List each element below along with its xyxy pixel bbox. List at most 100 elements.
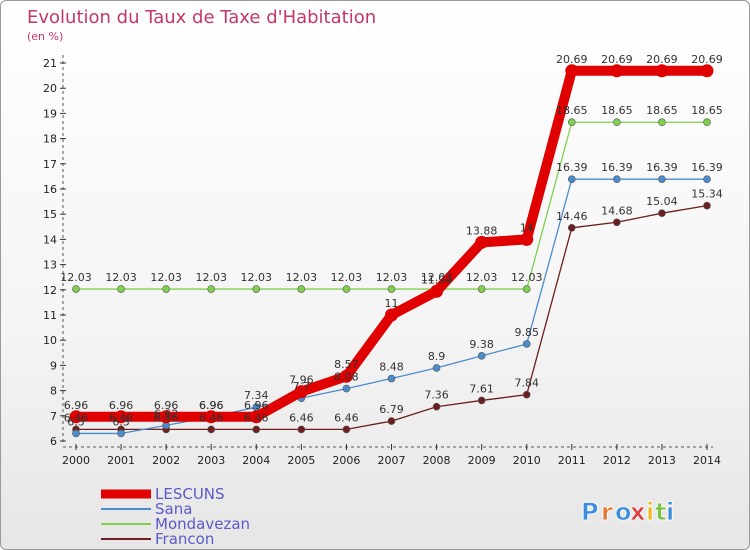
logo-letter: i xyxy=(666,498,674,526)
data-point xyxy=(432,402,441,411)
data-labels: 6.46 6.46 6.46 6.46 6.46 6.46 6.46 6.79 7.36 7.61… xyxy=(60,53,723,429)
data-label: 8.57 xyxy=(334,358,359,371)
data-point xyxy=(297,425,306,434)
data-label: 18.65 xyxy=(556,104,588,117)
data-point xyxy=(342,285,351,293)
data-label: 8.9 xyxy=(428,350,446,363)
data-point xyxy=(162,285,170,293)
data-point xyxy=(249,410,263,424)
data-label: 6.46 xyxy=(334,411,359,424)
data-label: 18.65 xyxy=(691,104,723,117)
data-label: 6.46 xyxy=(64,411,89,424)
data-point xyxy=(387,285,396,293)
x-tick-label: 2013 xyxy=(648,454,676,467)
data-label: 12.03 xyxy=(150,271,182,284)
data-point xyxy=(72,429,80,438)
data-point xyxy=(297,285,306,293)
data-label: 11.94 xyxy=(421,273,453,286)
data-label: 6.96 xyxy=(199,399,224,412)
series-mondavezan xyxy=(72,118,711,293)
data-point xyxy=(610,64,624,78)
x-tick-label: 2007 xyxy=(378,454,406,467)
data-point xyxy=(477,352,486,360)
data-point xyxy=(703,175,711,183)
x-tick-label: 2000 xyxy=(62,454,90,467)
data-label: 6.96 xyxy=(64,399,89,412)
data-label: 7.96 xyxy=(289,374,314,387)
data-point xyxy=(385,308,398,322)
data-point xyxy=(522,285,531,293)
data-point xyxy=(432,364,441,372)
data-label: 12.03 xyxy=(466,271,498,284)
y-tick-label: 12 xyxy=(43,284,57,297)
data-label: 14 xyxy=(520,221,534,234)
data-point xyxy=(207,425,216,434)
series-lescuns xyxy=(69,64,714,424)
x-tick-label: 2001 xyxy=(107,454,135,467)
data-label: 6.3 xyxy=(112,415,130,428)
data-label: 12.03 xyxy=(195,271,227,284)
data-label: 20.69 xyxy=(646,53,678,66)
data-label: 16.39 xyxy=(556,161,588,174)
y-tick-label: 10 xyxy=(43,334,57,347)
x-tick-label: 2008 xyxy=(423,454,451,467)
data-label: 6.96 xyxy=(109,399,134,412)
data-label: 12.03 xyxy=(105,271,137,284)
data-point xyxy=(342,384,351,393)
data-point xyxy=(520,232,534,246)
data-label: 6.62 xyxy=(154,407,179,420)
data-point xyxy=(207,285,216,293)
data-label: 6.46 xyxy=(244,411,269,424)
data-point xyxy=(387,374,396,383)
logo-letter: x xyxy=(630,498,646,526)
data-point xyxy=(567,175,576,183)
data-label: 7.34 xyxy=(244,389,269,402)
y-tick-label: 15 xyxy=(43,208,57,221)
data-label: 16.39 xyxy=(646,161,678,174)
data-point xyxy=(430,284,444,298)
data-point xyxy=(117,285,125,293)
data-point xyxy=(252,285,261,293)
data-label: 12.03 xyxy=(376,271,408,284)
legend-label: Mondavezan xyxy=(155,515,250,533)
data-label: 20.69 xyxy=(556,53,588,66)
data-point xyxy=(339,369,353,383)
data-label: 12.03 xyxy=(60,271,92,284)
unit-label: (en %) xyxy=(27,30,64,43)
data-point xyxy=(72,285,80,293)
data-point xyxy=(114,410,128,424)
logo-letter: i xyxy=(646,498,654,526)
data-point xyxy=(658,209,666,217)
x-tick-label: 2005 xyxy=(287,454,315,467)
data-label: 7.7 xyxy=(293,380,311,393)
data-point xyxy=(565,64,579,78)
data-label: 13.88 xyxy=(466,224,498,237)
x-tick-label: 2002 xyxy=(152,454,180,467)
data-label: 12.03 xyxy=(421,271,453,284)
data-label: 6.46 xyxy=(199,411,224,424)
data-label: 6.96 xyxy=(199,399,224,412)
data-label: 7.61 xyxy=(469,382,494,395)
data-label: 12.03 xyxy=(511,271,543,284)
data-label: 9.38 xyxy=(469,338,494,351)
data-point xyxy=(613,175,621,183)
legend-label: Francon xyxy=(155,530,214,548)
data-label: 11 xyxy=(385,297,399,310)
data-label: 6.3 xyxy=(67,415,85,428)
data-point xyxy=(658,175,666,183)
x-tick-label: 2014 xyxy=(693,454,721,467)
data-label: 12.03 xyxy=(241,271,273,284)
y-tick-label: 20 xyxy=(43,82,57,95)
x-tick-label: 2010 xyxy=(513,454,541,467)
data-label: 18.65 xyxy=(601,104,633,117)
data-label: 6.46 xyxy=(154,411,179,424)
data-label: 8.48 xyxy=(379,361,404,374)
logo-letter: P xyxy=(581,498,599,526)
data-label: 16.39 xyxy=(601,161,633,174)
data-point xyxy=(477,285,486,293)
data-point xyxy=(477,396,486,405)
y-tick-label: 13 xyxy=(43,259,57,272)
y-tick-label: 16 xyxy=(43,183,57,196)
